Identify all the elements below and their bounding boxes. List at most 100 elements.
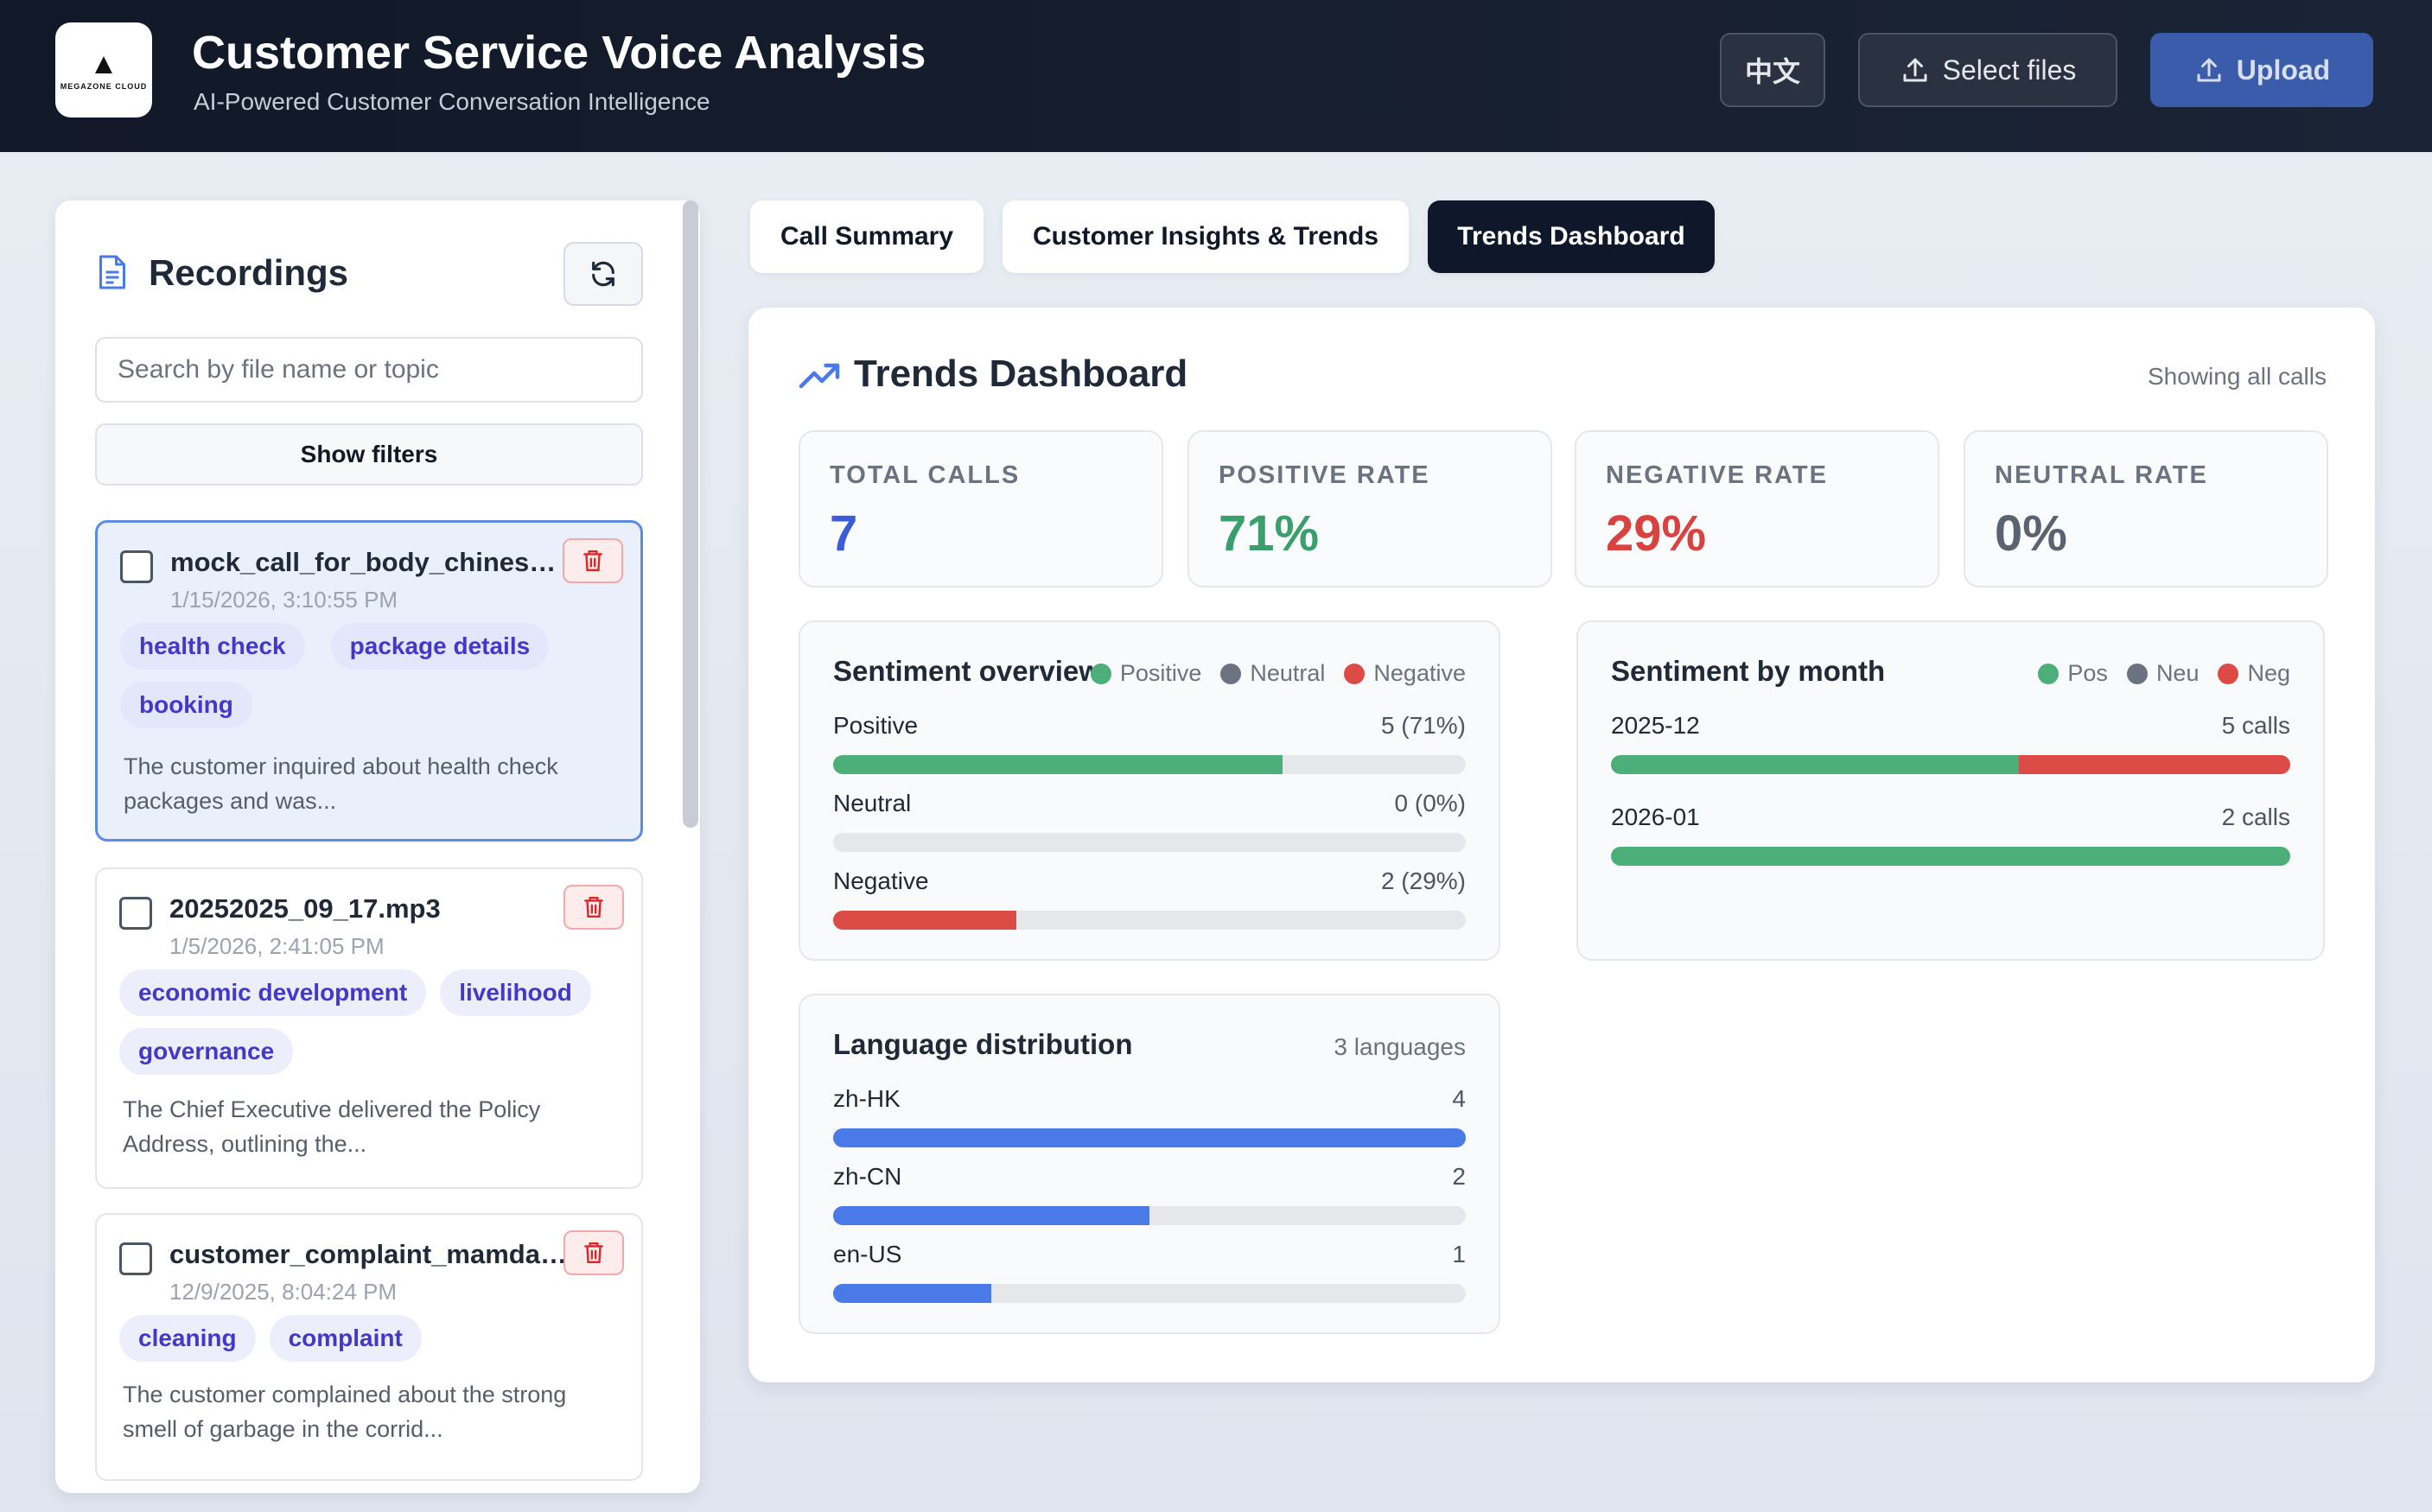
card-title: Sentiment overview [833,655,1101,687]
chart-legend: Positive Neutral Negative [1090,660,1466,687]
card-title: Language distribution [833,1028,1133,1060]
stat-card-neutral-rate: NEUTRAL RATE 0% [1964,430,2328,588]
legend-item: Pos [2038,660,2108,687]
language-count: 2 [1452,1163,1466,1190]
month-segment-positive [1611,755,2019,774]
neutral-dot-icon [2126,663,2148,684]
sentiment-overview-card: Sentiment overview Positive Neutral Nega… [799,620,1500,961]
recording-date: 12/9/2025, 8:04:24 PM [169,1279,398,1305]
recording-card[interactable]: customer_complaint_mamdani.mp3 12/9/2025… [95,1213,643,1481]
legend-label: Negative [1373,660,1466,686]
upload-icon [1903,58,1927,82]
logo-text: MEGAZONE CLOUD [60,81,148,91]
refresh-icon [592,261,614,287]
stat-value: 0% [1995,505,2067,562]
card-title: Sentiment by month [1611,655,1886,687]
language-toggle-button[interactable]: 中文 [1720,33,1825,107]
recording-card[interactable]: mock_call_for_body_chinese_health_check.… [95,520,643,842]
stat-value: 71% [1219,505,1320,562]
recordings-title: Recordings [149,252,349,293]
trash-icon [584,1242,603,1263]
bar-track [833,1206,1466,1225]
show-filters-button[interactable]: Show filters [95,423,643,486]
recording-card[interactable]: 20252025_09_17.mp3 1/5/2026, 2:41:05 PM … [95,867,643,1189]
upload-icon [2197,58,2221,82]
month-call-count: 5 calls [2221,712,2290,739]
trash-icon [583,550,602,571]
recording-checkbox[interactable] [119,897,152,930]
company-logo: ▲ MEGAZONE CLOUD [55,22,152,118]
tab-call-summary[interactable]: Call Summary [750,200,984,273]
topic-tags: health check package details booking [120,623,621,728]
recording-file-name: mock_call_for_body_chinese_health_check.… [170,547,568,577]
legend-item: Positive [1090,660,1201,687]
topic-tags: cleaning complaint [119,1315,621,1362]
language-count: 4 [1452,1085,1466,1112]
language-label: en-US [833,1241,902,1267]
delete-recording-button[interactable] [563,1230,624,1275]
neutral-dot-icon [1220,663,1242,684]
language-label: zh-HK [833,1085,901,1112]
app-header: ▲ MEGAZONE CLOUD Customer Service Voice … [0,0,2432,152]
row-value: 0 (0%) [1394,790,1466,816]
sentiment-row: Positive 5 (71%) [833,712,1466,790]
recording-date: 1/5/2026, 2:41:05 PM [169,933,385,959]
refresh-button[interactable] [563,242,643,306]
language-row: zh-CN 2 [833,1163,1466,1241]
legend-item: Neg [2218,660,2290,687]
stat-card-negative-rate: NEGATIVE RATE 29% [1575,430,1939,588]
show-filters-label: Show filters [300,441,438,467]
trending-up-icon [799,363,840,389]
language-bar [833,1206,1149,1225]
topic-tag: health check [120,623,305,670]
row-label: Neutral [833,790,912,816]
month-label: 2025-12 [1611,712,1700,739]
negative-dot-icon [2218,663,2239,684]
recording-checkbox[interactable] [119,1242,152,1275]
sidebar-scrollbar[interactable] [683,200,698,828]
recording-summary: The customer complained about the strong… [123,1382,567,1442]
select-files-button[interactable]: Select files [1858,33,2117,107]
legend-label: Pos [2067,660,2108,686]
stat-value: 29% [1606,505,1707,562]
legend-label: Neutral [1250,660,1326,686]
chart-legend: Pos Neu Neg [2038,660,2290,687]
recording-file-name: customer_complaint_mamdani.mp3 [169,1239,567,1269]
stat-label: NEGATIVE RATE [1606,461,1828,489]
stacked-bar [1611,755,2290,774]
month-segment-positive [1611,847,2290,866]
legend-label: Neu [2155,660,2200,686]
delete-recording-button[interactable] [563,538,623,583]
tab-trends-dashboard[interactable]: Trends Dashboard [1428,200,1715,273]
bar-track [833,755,1466,774]
trends-dashboard-panel: Trends Dashboard Showing all calls TOTAL… [748,308,2375,1382]
recording-checkbox[interactable] [120,550,153,583]
topic-tag: complaint [269,1315,422,1362]
language-count-note: 3 languages [1334,1033,1466,1060]
topic-tag: package details [330,623,550,670]
tab-customer-insights[interactable]: Customer Insights & Trends [1003,200,1409,273]
legend-item: Negative [1344,660,1466,687]
language-distribution-card: Language distribution 3 languages zh-HK … [799,994,1500,1334]
recording-summary: The Chief Executive delivered the Policy… [123,1096,541,1157]
sentiment-bar-negative [833,911,1017,930]
stat-label: POSITIVE RATE [1219,461,1430,489]
language-count: 1 [1452,1241,1466,1267]
month-segment-negative [2018,755,2290,774]
document-icon [99,255,125,289]
sentiment-bar-positive [833,755,1283,774]
recordings-search-input[interactable] [95,337,643,403]
delete-recording-button[interactable] [563,885,624,930]
logo-mark-icon: ▲ [89,47,118,80]
negative-dot-icon [1344,663,1366,684]
stat-card-positive-rate: POSITIVE RATE 71% [1187,430,1552,588]
stat-value: 7 [830,505,858,562]
topic-tag: governance [119,1028,294,1075]
sentiment-row: Neutral 0 (0%) [833,790,1466,867]
row-label: Positive [833,712,919,739]
row-label: Negative [833,867,929,894]
month-call-count: 2 calls [2221,804,2290,830]
language-bar [833,1284,991,1303]
trash-icon [584,897,603,918]
upload-button[interactable]: Upload [2150,33,2373,107]
